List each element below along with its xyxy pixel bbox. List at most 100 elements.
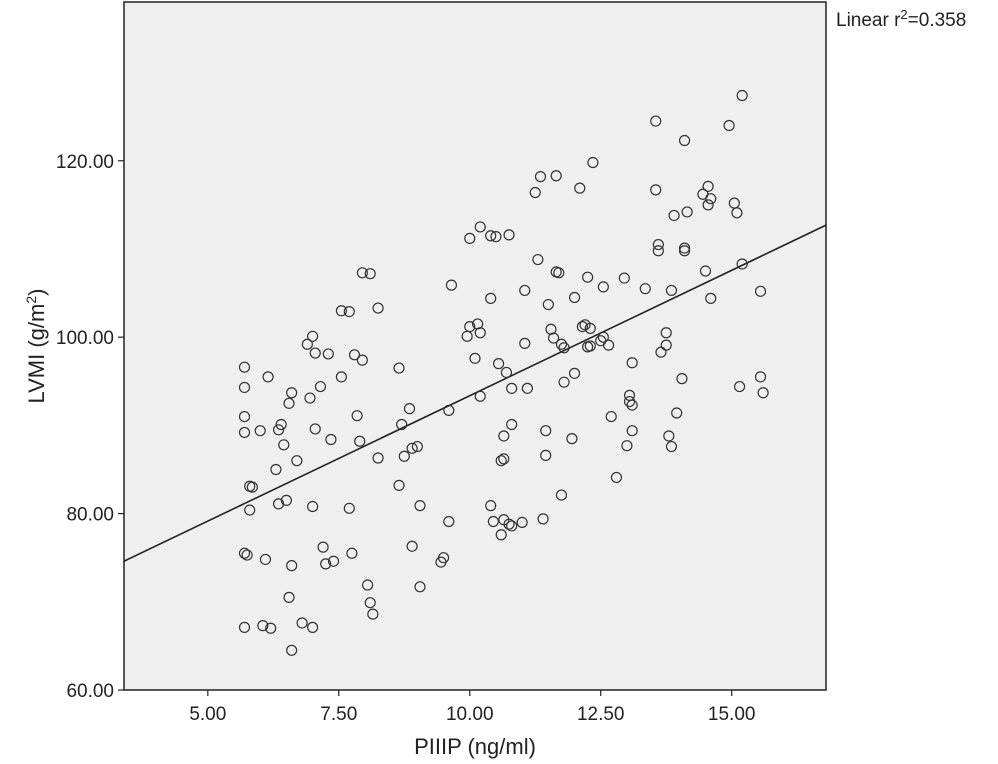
data-point bbox=[676, 373, 688, 385]
data-point bbox=[736, 89, 748, 102]
fit-annotation-suffix: =0.358 bbox=[908, 10, 967, 31]
data-point bbox=[521, 382, 533, 394]
data-point bbox=[503, 518, 515, 530]
data-point bbox=[576, 320, 588, 333]
data-point bbox=[343, 306, 355, 318]
data-point bbox=[372, 452, 384, 464]
data-point bbox=[254, 425, 266, 437]
data-point bbox=[283, 397, 295, 409]
data-point bbox=[626, 425, 638, 437]
data-point bbox=[272, 424, 285, 436]
data-point bbox=[550, 170, 562, 182]
data-point bbox=[469, 352, 481, 364]
data-point bbox=[597, 331, 609, 343]
data-point bbox=[655, 346, 667, 358]
data-point bbox=[304, 392, 316, 404]
data-point bbox=[406, 442, 418, 454]
data-point bbox=[238, 547, 251, 559]
data-point bbox=[301, 338, 313, 350]
data-point bbox=[665, 440, 678, 453]
x-axis-ticks: 5.00 7.50 10.00 12.50 15.00 bbox=[189, 690, 755, 725]
data-point bbox=[731, 207, 743, 219]
y-axis-ticks: 60.00 80.00 100.00 120.00 bbox=[56, 152, 124, 702]
data-point bbox=[553, 267, 565, 279]
data-point bbox=[754, 371, 767, 383]
data-point bbox=[348, 349, 361, 361]
data-point bbox=[325, 433, 337, 446]
data-point bbox=[238, 621, 251, 633]
data-point bbox=[485, 230, 497, 242]
data-point bbox=[286, 560, 298, 572]
data-point bbox=[474, 327, 486, 339]
data-point bbox=[757, 387, 769, 399]
data-point bbox=[283, 591, 295, 603]
data-point bbox=[262, 371, 274, 383]
data-point bbox=[639, 283, 651, 295]
data-point bbox=[736, 258, 748, 270]
data-point bbox=[498, 453, 510, 465]
x-axis-title: PIIIP (ng/ml) bbox=[414, 734, 536, 759]
data-point bbox=[485, 292, 497, 304]
data-point bbox=[238, 410, 251, 423]
data-point bbox=[558, 342, 570, 354]
data-point bbox=[306, 330, 319, 342]
data-point bbox=[464, 320, 476, 333]
data-point bbox=[259, 553, 272, 566]
data-point bbox=[490, 231, 502, 243]
data-point bbox=[558, 376, 570, 388]
data-point bbox=[660, 339, 672, 351]
data-point bbox=[678, 242, 691, 254]
data-point bbox=[584, 340, 596, 352]
y-axis-title-main: LVMI (g/m bbox=[24, 304, 49, 404]
data-point bbox=[244, 504, 256, 516]
data-point bbox=[555, 489, 568, 501]
data-point bbox=[322, 348, 334, 360]
data-point bbox=[356, 354, 368, 366]
fit-annotation: Linear r2=0.358 bbox=[836, 7, 966, 31]
y-tick-label: 120.00 bbox=[56, 152, 114, 173]
data-point bbox=[314, 380, 327, 393]
y-tick-label: 80.00 bbox=[66, 505, 114, 526]
data-point bbox=[663, 430, 675, 442]
data-point bbox=[495, 529, 507, 541]
data-point bbox=[291, 455, 303, 467]
data-point bbox=[398, 450, 410, 462]
data-point bbox=[506, 520, 518, 532]
data-point bbox=[306, 621, 319, 633]
data-point bbox=[364, 597, 376, 609]
data-point bbox=[668, 209, 680, 222]
data-point bbox=[346, 547, 358, 559]
data-point bbox=[568, 367, 581, 379]
data-point bbox=[327, 555, 340, 567]
data-point bbox=[406, 540, 418, 552]
data-point bbox=[241, 549, 253, 561]
data-point bbox=[275, 418, 287, 431]
x-tick-label: 5.00 bbox=[189, 704, 226, 725]
x-tick-label: 15.00 bbox=[708, 704, 756, 725]
data-point bbox=[519, 337, 531, 349]
data-point bbox=[566, 433, 578, 445]
data-point bbox=[500, 366, 513, 379]
data-point bbox=[584, 322, 596, 334]
data-point bbox=[487, 515, 499, 528]
data-point bbox=[754, 285, 767, 297]
data-point bbox=[286, 387, 298, 399]
y-tick-label: 100.00 bbox=[56, 328, 114, 349]
data-point bbox=[568, 291, 581, 304]
data-point bbox=[411, 440, 423, 453]
data-point bbox=[621, 440, 633, 452]
data-point bbox=[309, 423, 321, 435]
data-point bbox=[367, 608, 379, 620]
data-point bbox=[286, 644, 298, 656]
data-point bbox=[335, 371, 348, 383]
data-point bbox=[733, 380, 746, 393]
data-point bbox=[343, 502, 355, 514]
y-tick-label: 60.00 bbox=[66, 681, 114, 702]
data-point bbox=[474, 221, 486, 233]
data-point bbox=[474, 390, 486, 402]
data-point bbox=[723, 119, 735, 132]
data-point bbox=[534, 171, 547, 183]
data-point bbox=[364, 268, 376, 280]
data-point bbox=[529, 186, 541, 199]
data-point bbox=[464, 232, 476, 244]
